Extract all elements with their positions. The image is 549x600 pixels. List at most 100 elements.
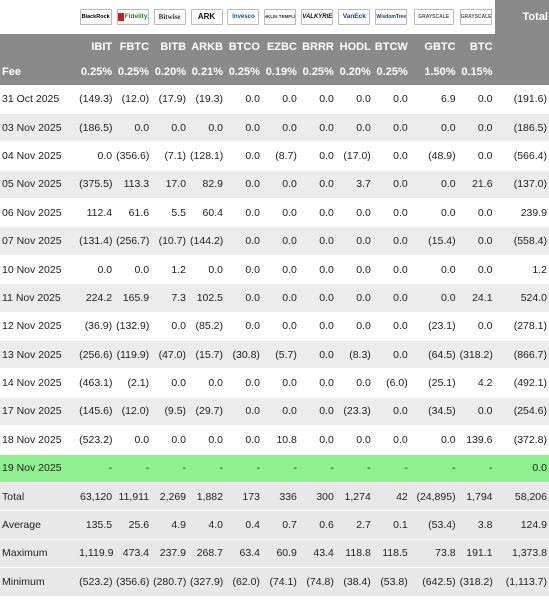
- flow-cell: (5.7): [261, 340, 299, 370]
- ticker-ezbc: EZBC: [261, 34, 299, 59]
- fee-ezbc: 0.19%: [261, 59, 299, 85]
- flow-cell: (6.0): [372, 368, 410, 398]
- flow-cell: -: [409, 454, 458, 483]
- stat-row: Total 63,120 11,911 2,269 1,882 173 336 300 1,27…: [0, 482, 549, 512]
- stat-cell: 268.7: [188, 539, 225, 569]
- flow-cell: (149.3): [77, 85, 115, 114]
- flow-cell: (48.9): [409, 141, 458, 171]
- flow-cell: 60.4: [188, 198, 225, 228]
- row-date: 04 Nov 2025: [0, 141, 78, 171]
- flow-cell: 82.9: [188, 170, 225, 200]
- fee-btcw: 0.25%: [372, 59, 410, 85]
- blackrock-logo-icon: BlackRock: [77, 0, 115, 34]
- flow-cell: 0.0: [457, 255, 495, 285]
- flow-cell: 112.4: [77, 198, 115, 228]
- table-row: 12 Nov 2025 (36.9) (132.9) 0.0 (85.2) 0.0 0.0 0…: [0, 312, 549, 342]
- row-date: 03 Nov 2025: [0, 113, 78, 143]
- ticker-btcw: BTCW: [372, 34, 410, 59]
- flow-cell: (29.7): [188, 397, 225, 427]
- invesco-logo-icon: Invesco: [224, 0, 262, 34]
- table-row: 19 Nov 2025- - - - - - - - - - -0.0: [0, 454, 549, 483]
- flow-cell: -: [224, 454, 262, 483]
- stat-cell: 3.8: [457, 510, 495, 540]
- vaneck-logo-icon: VanEck: [335, 0, 373, 34]
- stat-cell: 473.4: [114, 539, 152, 569]
- row-date: 18 Nov 2025: [0, 425, 78, 455]
- ticker-total-blank: [494, 34, 549, 59]
- table-row: 14 Nov 2025 (463.1) (2.1) 0.0 0.0 0.0 0.0 0.0 0.…: [0, 368, 549, 398]
- flow-cell: (145.6): [77, 397, 115, 427]
- flow-cell: -: [188, 454, 225, 483]
- fee-btc: 0.15%: [457, 59, 495, 85]
- flow-cell: 0.0: [261, 226, 299, 256]
- stat-cell: (327.9): [188, 567, 225, 597]
- fee-total-blank: [494, 59, 549, 85]
- logo-header-row: BlackRock Fidelity Bitwise ARK Invesco F…: [0, 0, 549, 34]
- fee-arkb: 0.21%: [188, 59, 225, 85]
- flow-cell: 0.0: [457, 226, 495, 256]
- flow-cell: 0.0: [261, 312, 299, 342]
- flow-cell: -: [151, 454, 189, 483]
- flow-cell: (186.5): [77, 113, 115, 143]
- table-row: 17 Nov 2025 (145.6) (12.0) (9.5) (29.7) 0.0 0.…: [0, 397, 549, 427]
- flow-cell: 0.0: [188, 368, 225, 398]
- flow-cell: 0.0: [409, 255, 458, 285]
- flow-cell: 4.2: [457, 368, 495, 398]
- stat-row: Maximum 1,119.9 473.4 237.9 268.7 63.4 60.9 43.…: [0, 539, 549, 569]
- flow-cell: 0.0: [409, 283, 458, 313]
- flow-cell: 0.0: [151, 425, 189, 455]
- flow-cell: 0.0: [77, 141, 115, 171]
- flow-cell: (34.5): [409, 397, 458, 427]
- fee-label: Fee: [0, 59, 78, 85]
- flow-cell: (8.3): [335, 340, 373, 370]
- flow-cell: 0.0: [372, 255, 410, 285]
- flow-cell: 6.9: [409, 85, 458, 114]
- flow-cell: 0.0: [372, 113, 410, 143]
- flow-cell: 0.0: [457, 198, 495, 228]
- flow-cell: 61.6: [114, 198, 152, 228]
- ticker-fbtc: FBTC: [114, 34, 152, 59]
- flow-cell: (131.4): [77, 226, 115, 256]
- flow-cell: 0.0: [224, 283, 262, 313]
- flow-cell: 0.0: [457, 312, 495, 342]
- table-row: 10 Nov 2025 0.0 0.0 1.2 0.0 0.0 0.0 0.0 0.0 0.0 0.…: [0, 255, 549, 285]
- fee-ibit: 0.25%: [77, 59, 115, 85]
- flow-cell: 0.0: [457, 113, 495, 143]
- stat-cell: 73.8: [409, 539, 458, 569]
- flow-cell: 0.0: [224, 113, 262, 143]
- flow-cell: 0.0: [372, 170, 410, 200]
- flow-cell: 0.0: [335, 113, 373, 143]
- corner-cell: [0, 0, 78, 34]
- stat-label: Total: [0, 482, 78, 512]
- flow-cell: (7.1): [151, 141, 189, 171]
- flow-cell: (256.6): [77, 340, 115, 370]
- flow-cell: 0.0: [298, 255, 336, 285]
- flow-cell: 0.0: [261, 170, 299, 200]
- stat-cell: (280.7): [151, 567, 189, 597]
- flow-cell: 3.7: [335, 170, 373, 200]
- row-total: (191.6): [494, 85, 549, 114]
- flow-cell: 0.0: [298, 312, 336, 342]
- stat-total: 124.9: [494, 510, 549, 540]
- flow-cell: 0.0: [409, 113, 458, 143]
- flow-cell: 0.0: [372, 340, 410, 370]
- row-total: (186.5): [494, 113, 549, 143]
- fee-gbtc: 1.50%: [409, 59, 458, 85]
- flow-cell: 0.0: [224, 170, 262, 200]
- flow-cell: 0.0: [261, 255, 299, 285]
- stat-cell: 300: [298, 482, 336, 512]
- flow-cell: 0.0: [457, 85, 495, 114]
- flow-cell: 10.8: [261, 425, 299, 455]
- flow-cell: 0.0: [261, 368, 299, 398]
- flow-cell: (23.1): [409, 312, 458, 342]
- flow-cell: 0.0: [335, 283, 373, 313]
- row-date: 06 Nov 2025: [0, 198, 78, 228]
- flow-cell: 7.3: [151, 283, 189, 313]
- table-row: 03 Nov 2025 (186.5) 0.0 0.0 0.0 0.0 0.0 0.0 0.0 0…: [0, 113, 549, 143]
- stat-cell: 43.4: [298, 539, 336, 569]
- flow-cell: 0.0: [224, 312, 262, 342]
- stat-cell: 4.9: [151, 510, 189, 540]
- flow-cell: 0.0: [298, 85, 336, 114]
- flow-cell: (36.9): [77, 312, 115, 342]
- row-date: 11 Nov 2025: [0, 283, 78, 313]
